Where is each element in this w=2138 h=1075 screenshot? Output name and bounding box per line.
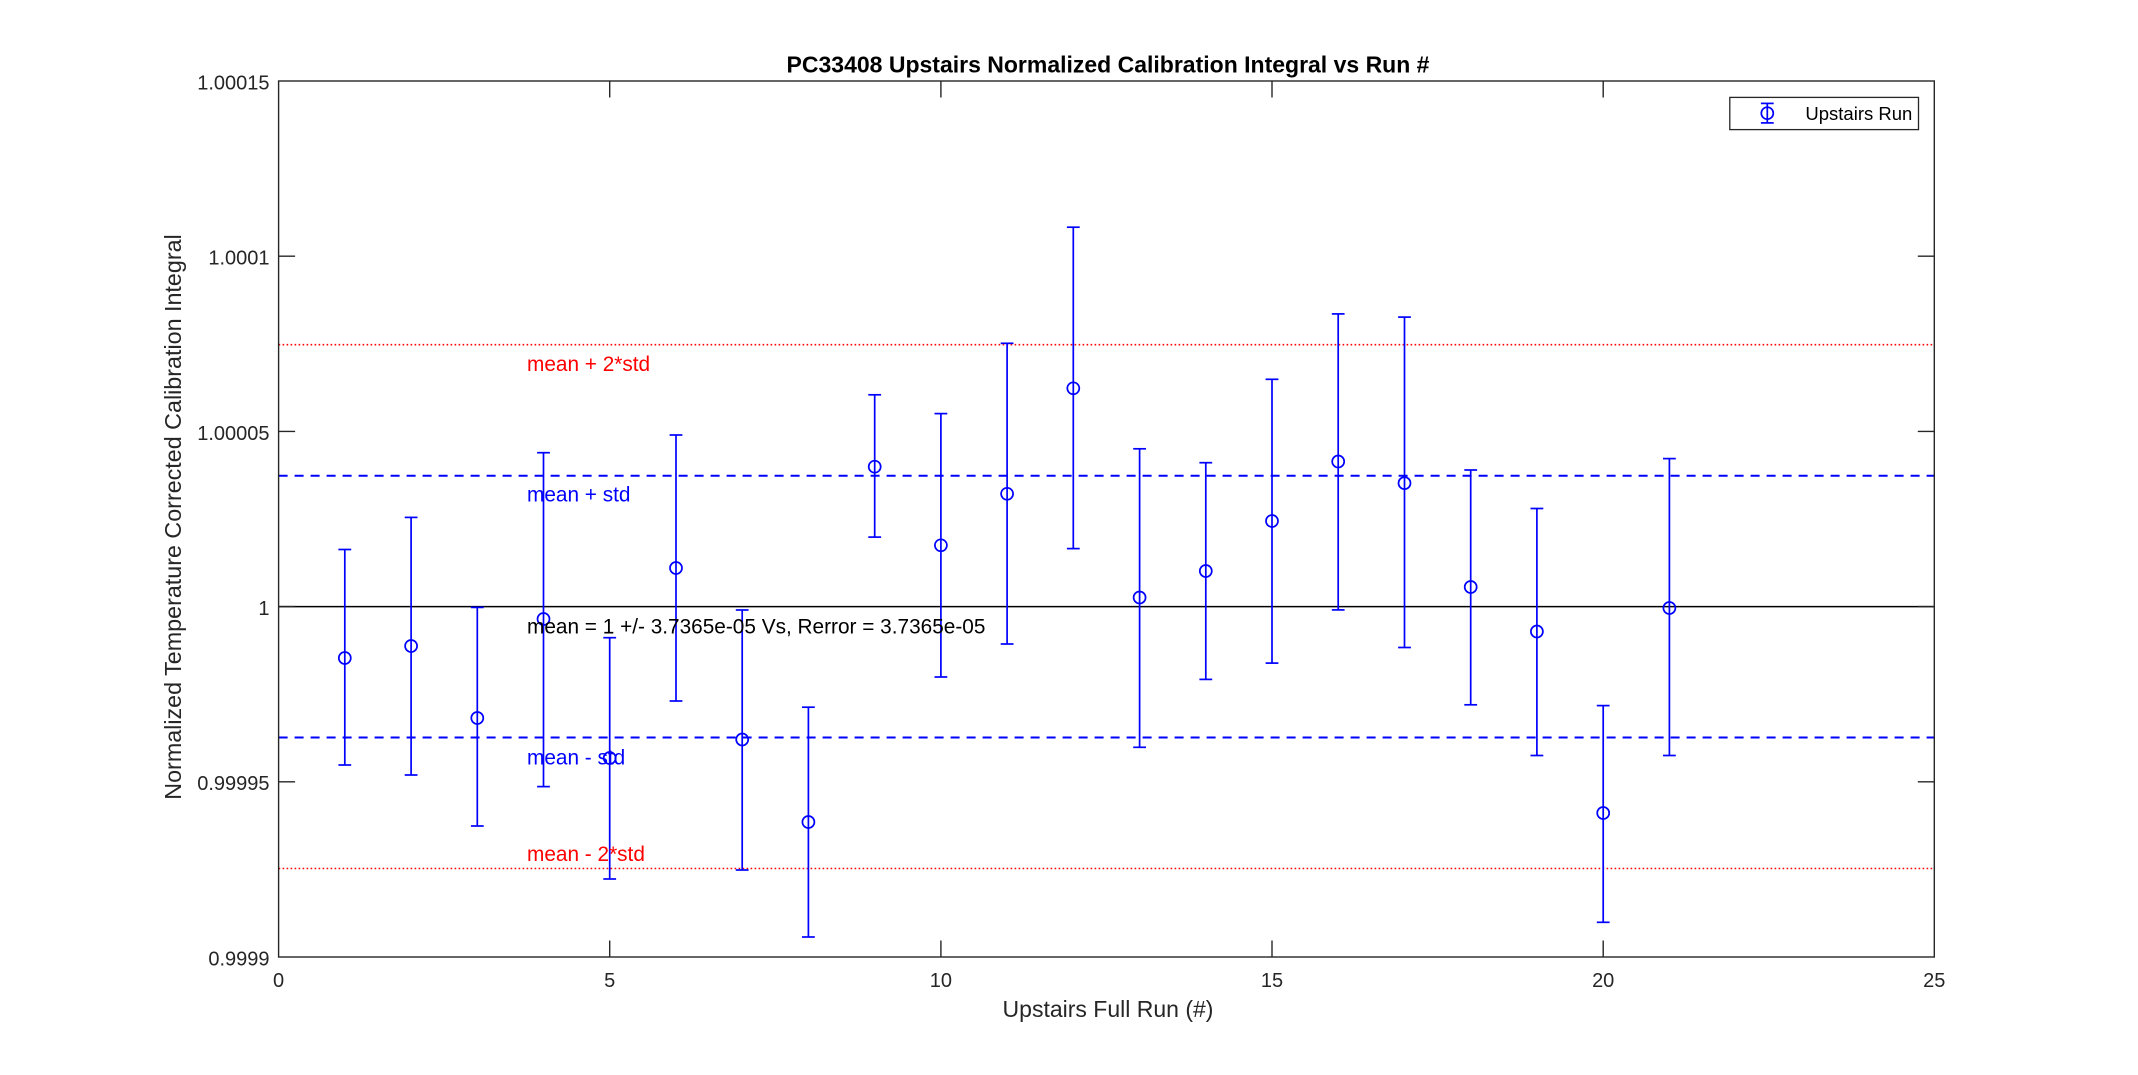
svg-text:0: 0: [273, 970, 284, 992]
svg-text:1: 1: [258, 598, 269, 620]
svg-text:mean - 2*std: mean - 2*std: [527, 843, 645, 866]
svg-text:1.0001: 1.0001: [208, 248, 269, 270]
svg-text:mean - std: mean - std: [527, 747, 625, 770]
svg-text:5: 5: [604, 970, 615, 992]
svg-text:Normalized Temperature Correct: Normalized Temperature Corrected Calibra…: [160, 234, 186, 799]
svg-text:0.99995: 0.99995: [197, 773, 269, 795]
svg-text:0.9999: 0.9999: [208, 948, 269, 970]
svg-text:25: 25: [1923, 970, 1945, 992]
svg-text:mean + std: mean + std: [527, 484, 630, 507]
svg-text:mean + 2*std: mean + 2*std: [527, 353, 650, 376]
svg-text:Upstairs Run: Upstairs Run: [1805, 103, 1912, 124]
svg-text:1.00015: 1.00015: [197, 72, 269, 94]
svg-text:1.00005: 1.00005: [197, 423, 269, 445]
svg-text:20: 20: [1592, 970, 1614, 992]
svg-text:PC33408 Upstairs Normalized Ca: PC33408 Upstairs Normalized Calibration …: [787, 52, 1430, 78]
svg-text:15: 15: [1261, 970, 1283, 992]
svg-text:mean = 1 +/- 3.7365e-05 Vs, Re: mean = 1 +/- 3.7365e-05 Vs, Rerror = 3.7…: [527, 616, 985, 639]
svg-text:Upstairs Full Run (#): Upstairs Full Run (#): [1003, 996, 1214, 1022]
svg-text:10: 10: [930, 970, 952, 992]
